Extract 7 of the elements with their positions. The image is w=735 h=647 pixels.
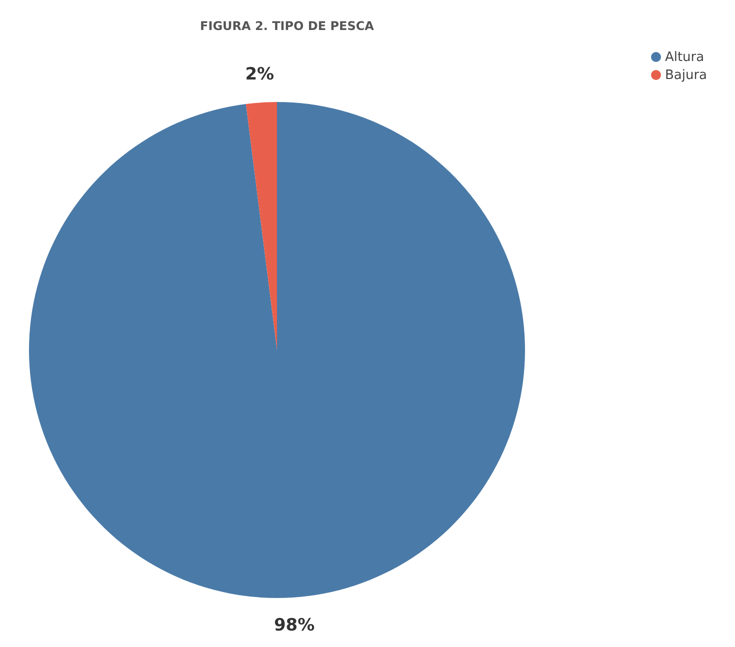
data-label: 2%: [245, 64, 274, 85]
legend-label: Bajura: [664, 68, 707, 83]
chart-title: FIGURA 2. TIPO DE PESCA: [200, 19, 375, 33]
pie-slice: [246, 102, 277, 350]
pie-slice: [29, 102, 525, 598]
legend-label: Altura: [664, 50, 704, 65]
data-label: 98%: [274, 615, 315, 636]
